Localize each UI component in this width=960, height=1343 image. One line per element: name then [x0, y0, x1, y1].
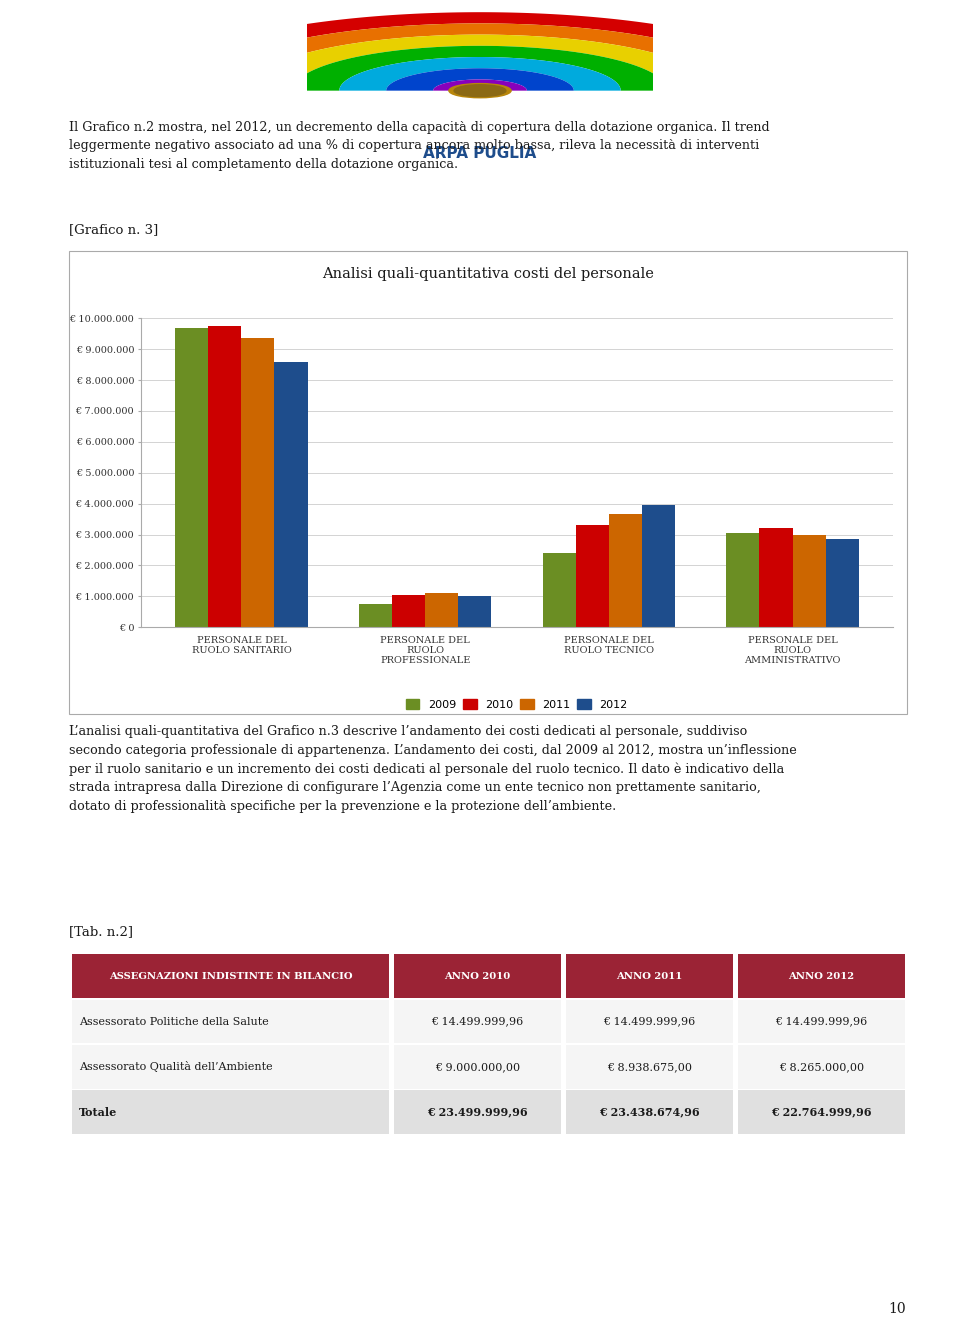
- FancyBboxPatch shape: [395, 955, 561, 998]
- Text: Assessorato Qualità dell’Ambiente: Assessorato Qualità dell’Ambiente: [79, 1061, 273, 1072]
- Bar: [176, 328, 208, 627]
- Text: Analisi quali-quantitativa costi del personale: Analisi quali-quantitativa costi del per…: [323, 267, 654, 281]
- Polygon shape: [386, 68, 574, 90]
- Polygon shape: [152, 12, 808, 90]
- Text: € 8.265.000,00: € 8.265.000,00: [779, 1062, 864, 1072]
- Bar: [425, 594, 458, 627]
- Polygon shape: [433, 79, 527, 90]
- FancyBboxPatch shape: [738, 999, 904, 1044]
- Text: ASSEGNAZIONI INDISTINTE IN BILANCIO: ASSEGNAZIONI INDISTINTE IN BILANCIO: [108, 972, 352, 980]
- Text: ANNO 2010: ANNO 2010: [444, 972, 511, 980]
- FancyBboxPatch shape: [738, 955, 904, 998]
- FancyBboxPatch shape: [566, 1045, 732, 1089]
- Bar: [759, 528, 793, 627]
- FancyBboxPatch shape: [72, 1091, 389, 1133]
- Bar: [241, 338, 275, 627]
- Bar: [275, 361, 307, 627]
- FancyBboxPatch shape: [738, 1091, 904, 1133]
- Text: Assessorato Politiche della Salute: Assessorato Politiche della Salute: [79, 1017, 269, 1026]
- FancyBboxPatch shape: [72, 955, 389, 998]
- Text: € 14.499.999,96: € 14.499.999,96: [604, 1017, 696, 1026]
- FancyBboxPatch shape: [566, 1091, 732, 1133]
- Bar: [727, 533, 759, 627]
- Polygon shape: [339, 56, 621, 90]
- FancyBboxPatch shape: [395, 1091, 561, 1133]
- Bar: [609, 514, 642, 627]
- FancyBboxPatch shape: [395, 1045, 561, 1089]
- Polygon shape: [199, 23, 761, 90]
- Text: Totale: Totale: [79, 1107, 117, 1117]
- Bar: [642, 505, 675, 627]
- Text: ANNO 2012: ANNO 2012: [788, 972, 854, 980]
- FancyBboxPatch shape: [72, 1045, 389, 1089]
- Bar: [458, 596, 492, 627]
- Text: € 22.764.999,96: € 22.764.999,96: [771, 1107, 872, 1117]
- FancyBboxPatch shape: [738, 1045, 904, 1089]
- FancyBboxPatch shape: [72, 999, 389, 1044]
- Text: [Tab. n.2]: [Tab. n.2]: [69, 925, 133, 939]
- Bar: [208, 326, 241, 627]
- Polygon shape: [246, 35, 714, 90]
- Text: € 23.438.674,96: € 23.438.674,96: [599, 1107, 700, 1117]
- Text: € 14.499.999,96: € 14.499.999,96: [775, 1017, 868, 1026]
- Bar: [576, 525, 609, 627]
- FancyBboxPatch shape: [395, 999, 561, 1044]
- Text: € 9.000.000,00: € 9.000.000,00: [435, 1062, 520, 1072]
- Bar: [542, 553, 576, 627]
- Text: ANNO 2011: ANNO 2011: [616, 972, 683, 980]
- Bar: [392, 595, 425, 627]
- Text: € 14.499.999,96: € 14.499.999,96: [432, 1017, 524, 1026]
- FancyBboxPatch shape: [566, 955, 732, 998]
- FancyBboxPatch shape: [566, 999, 732, 1044]
- Text: Il Grafico n.2 mostra, nel 2012, un decremento della capacità di copertura della: Il Grafico n.2 mostra, nel 2012, un decr…: [69, 121, 770, 171]
- Bar: [793, 535, 826, 627]
- Text: € 23.499.999,96: € 23.499.999,96: [427, 1107, 528, 1117]
- Bar: [359, 604, 392, 627]
- Polygon shape: [293, 46, 667, 90]
- Text: L’analisi quali-quantitativa del Grafico n.3 descrive l’andamento dei costi dedi: L’analisi quali-quantitativa del Grafico…: [69, 725, 797, 813]
- Circle shape: [449, 83, 511, 98]
- Text: [Grafico n. 3]: [Grafico n. 3]: [69, 223, 158, 236]
- Legend: 2009, 2010, 2011, 2012: 2009, 2010, 2011, 2012: [401, 694, 633, 714]
- Circle shape: [454, 85, 506, 97]
- Text: 10: 10: [889, 1303, 906, 1316]
- Bar: [826, 539, 858, 627]
- Text: € 8.938.675,00: € 8.938.675,00: [607, 1062, 692, 1072]
- Text: ARPA PUGLIA: ARPA PUGLIA: [423, 146, 537, 161]
